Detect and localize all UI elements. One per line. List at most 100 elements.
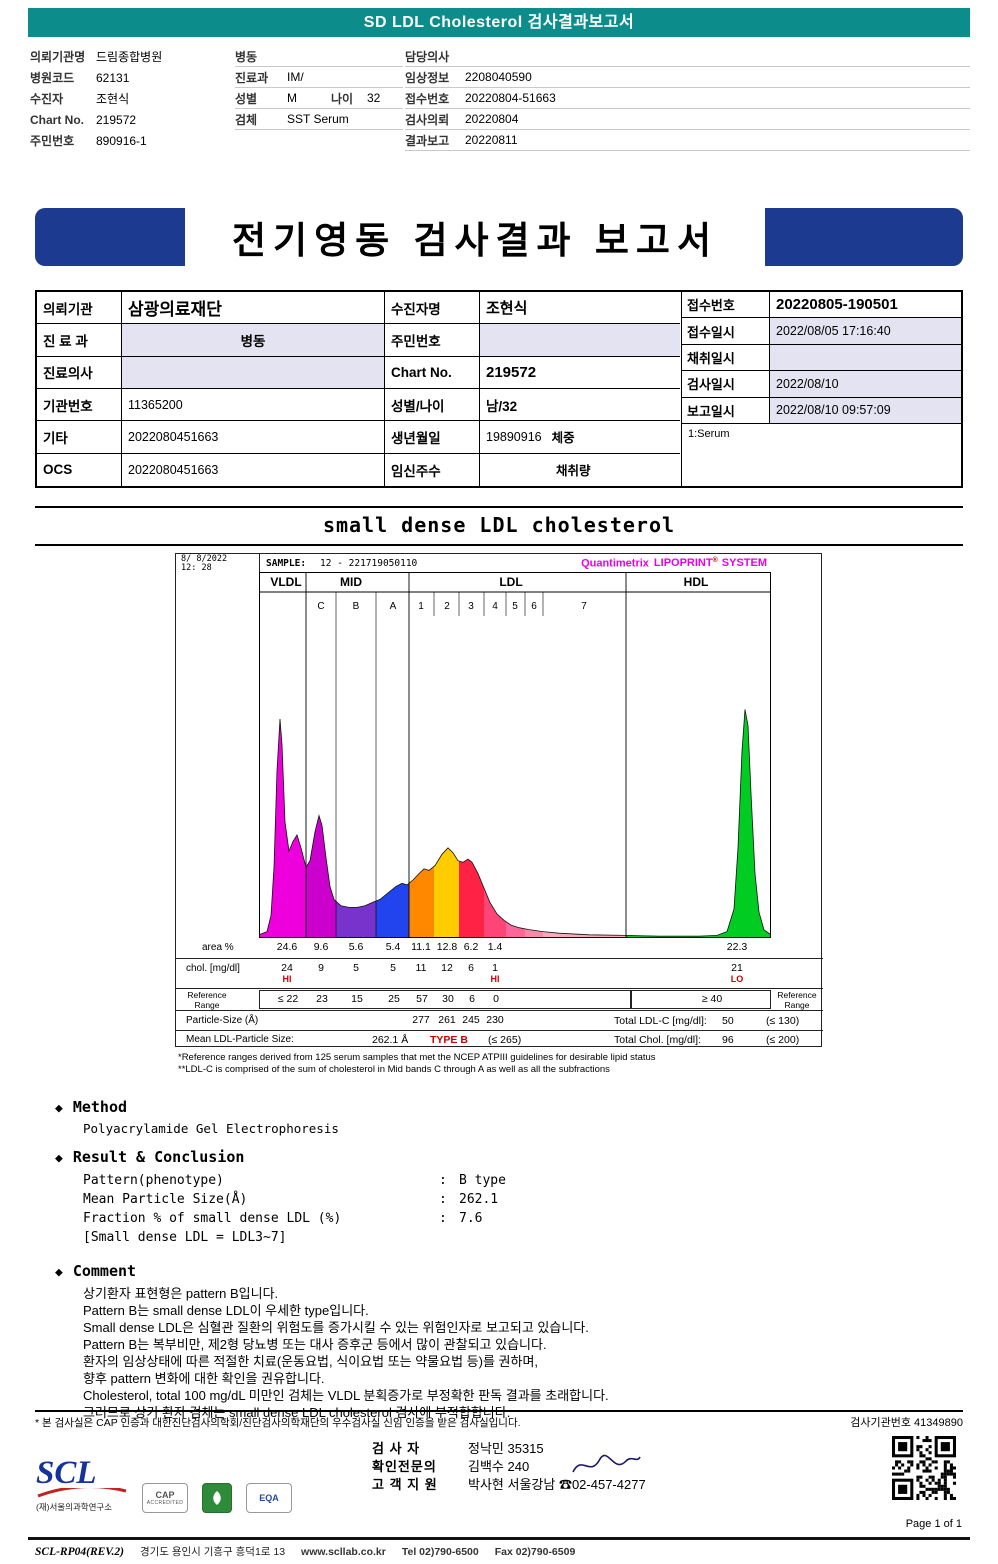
qr-code (892, 1436, 956, 1500)
area-value: 11.1 (411, 941, 431, 953)
cell-label: OCS (37, 453, 122, 486)
band-fill-VLDL (259, 719, 306, 938)
cell-value: 19890916 체중 (480, 421, 680, 454)
chol-value: 1 (492, 962, 498, 974)
comment-line: 환자의 임상상태에 따른 적절한 치료(운동요법, 식이요법 또는 약물요법 등… (83, 1354, 539, 1369)
report-title-bar: SD LDL Cholesterol 검사결과보고서 (28, 8, 970, 37)
band-label-1: 1 (418, 601, 424, 612)
chol-value: 9 (318, 962, 324, 974)
logo-strip: SCL (재)서울의과학연구소 CAP ACCREDITED EQA (36, 1455, 292, 1513)
ref-value: 25 (388, 993, 400, 1005)
ref-value: ≤ 22 (277, 993, 299, 1005)
particle-size-value: 230 (486, 1014, 504, 1026)
field-label: 성별 (235, 91, 258, 106)
cell-value (770, 344, 961, 371)
collection-volume-label: 채취량 (556, 464, 591, 479)
total-chol-value: 96 (722, 1034, 734, 1046)
field-row: 검체 SST Serum (235, 109, 403, 130)
cell-value: 조현식 (480, 292, 680, 325)
field-value: 20220804 (465, 112, 519, 126)
mean-value: 262.1 Å (372, 1034, 409, 1046)
field-value: IM/ (287, 70, 304, 84)
cell-value: 남/32 (480, 389, 680, 422)
reference-range-box: ≤ 22 23 15 25 57 30 6 0 (259, 990, 631, 1009)
cap-logo-text: CAP (155, 1490, 175, 1500)
sign-row: 고 객 지 원 박사현 서울강남 ☎02-457-4277 (372, 1474, 646, 1492)
chol-value: 5 (390, 962, 396, 974)
field-row: 성별 M 나이 32 (235, 88, 403, 109)
cell-value (122, 356, 385, 389)
comment-line: 그러므로 상기 환자 검체는 small dense LDL cholester… (83, 1405, 511, 1420)
field-row: 병동 (235, 46, 403, 67)
cell-label: 성별/나이 (385, 388, 480, 422)
profile-outline (259, 709, 771, 937)
field-row: Chart No. 219572 (30, 109, 230, 130)
comment-title-row: ◆ Comment (55, 1262, 960, 1280)
sign-value: 박사현 서울강남 ☎02-457-4277 (468, 1476, 646, 1492)
footer-fax: Fax 02)790-6509 (494, 1546, 576, 1558)
method-title: Method (72, 1098, 128, 1116)
comment-line: Cholesterol, total 100 mg/dL 미만인 검체는 VLD… (83, 1388, 609, 1403)
total-chol-label: Total Chol. [mg/dl]: (614, 1034, 701, 1046)
reference-range-row: Reference Range ≤ 22 23 15 25 57 30 6 0 ≥ 40 Re… (176, 988, 823, 1010)
field-value: M (287, 91, 297, 105)
brand-part1: Quantimetrix (581, 557, 649, 570)
cell-label: 접수번호 (682, 292, 770, 318)
sign-row: 확인전문의 김백수 240 (372, 1454, 646, 1474)
cell-value: 11365200 (122, 388, 385, 422)
table-row: 검사일시 2022/08/10 (682, 371, 961, 398)
scl-logo-text: SCL (36, 1455, 97, 1491)
table-row: 접수일시 2022/08/05 17:16:40 (682, 318, 961, 345)
chart-time: 12: 28 (181, 562, 212, 573)
doc-number: SCL-RP04(REV.2) (35, 1546, 124, 1558)
ref-value: 23 (316, 993, 328, 1005)
cell-label: 보고일시 (682, 397, 770, 423)
band-label-4: 4 (492, 601, 498, 612)
cell-value: 삼광의료재단 (122, 292, 385, 325)
result-row: Mean Particle Size(Å) 262.1 (83, 1190, 943, 1209)
mean-ref: (≤ 265) (488, 1034, 522, 1046)
cell-value: 219572 (480, 357, 680, 389)
result-value: 7.6 (459, 1211, 483, 1226)
total-ldl-ref: (≤ 130) (766, 1015, 800, 1027)
chart-footnote: **LDL-C is comprised of the sum of chole… (178, 1064, 610, 1075)
area-value: 5.4 (385, 941, 401, 953)
result-name: Pattern(phenotype) (83, 1173, 224, 1188)
electrophoresis-chart: VLDL MID LDL HDL C B A 1 2 3 4 5 6 7 (259, 572, 771, 938)
cell-value: 2022/08/05 17:16:40 (770, 318, 961, 344)
chol-value: 21 (731, 962, 743, 974)
band-fill-LDL1 (409, 866, 434, 938)
diamond-bullet-icon: ◆ (55, 1265, 63, 1280)
table-row: 접수번호 20220805-190501 (682, 292, 961, 319)
diamond-bullet-icon: ◆ (55, 1101, 63, 1116)
particle-size-row: Particle-Size (Å) Total LDL-C [mg/dl]: 5… (176, 1010, 823, 1030)
total-ldl-label: Total LDL-C [mg/dl]: (614, 1015, 707, 1027)
field-label: 의뢰기관명 (30, 50, 86, 64)
field-row: 결과보고 20220811 (405, 130, 970, 151)
field-value: SST Serum (287, 112, 349, 126)
field-value: 2208040590 (465, 70, 532, 84)
total-ldl-value: 50 (722, 1015, 734, 1027)
ref-range-label-right: Reference Range (777, 990, 817, 1010)
band-fill-LDL4 (484, 888, 506, 938)
chol-value: 6 (468, 962, 474, 974)
particle-size-value: 261 (438, 1014, 456, 1026)
report-title: SD LDL Cholesterol 검사결과보고서 (363, 14, 635, 31)
order-info-left: 의뢰기관 삼광의료재단 수진자명 조현식 진 료 과 병동 주민번호 진료의사 … (37, 292, 682, 486)
cell-value: 20220805-190501 (776, 296, 898, 314)
result-name: Mean Particle Size(Å) (83, 1192, 248, 1207)
area-percent-row: area % 24.6 9.6 5.6 5.4 11.1 12.8 6.2 1.4 22.3 (176, 938, 823, 958)
eqa-logo-text: EQA (259, 1493, 279, 1503)
field-value: 20220811 (465, 133, 518, 147)
band-label-B: B (353, 601, 360, 612)
region-label-VLDL: VLDL (270, 575, 301, 589)
patient-info-col1: 의뢰기관명 드림종합병원 병원코드 62131 수진자 조현식 Chart No. 21… (30, 46, 230, 151)
comment-line: 향후 pattern 변화에 대한 확인을 권유합니다. (83, 1371, 325, 1386)
org-number: 검사기관번호 41349890 (850, 1417, 963, 1429)
registered-mark-icon: ® (712, 556, 718, 564)
patient-info: 의뢰기관명 드림종합병원 병원코드 62131 수진자 조현식 Chart No. 21… (30, 46, 970, 158)
field-label: Chart No. (30, 112, 84, 127)
area-value: 1.4 (487, 941, 503, 953)
sample-id: 12 - 221719050110 (320, 557, 418, 569)
particle-size-value: 277 (412, 1014, 430, 1026)
